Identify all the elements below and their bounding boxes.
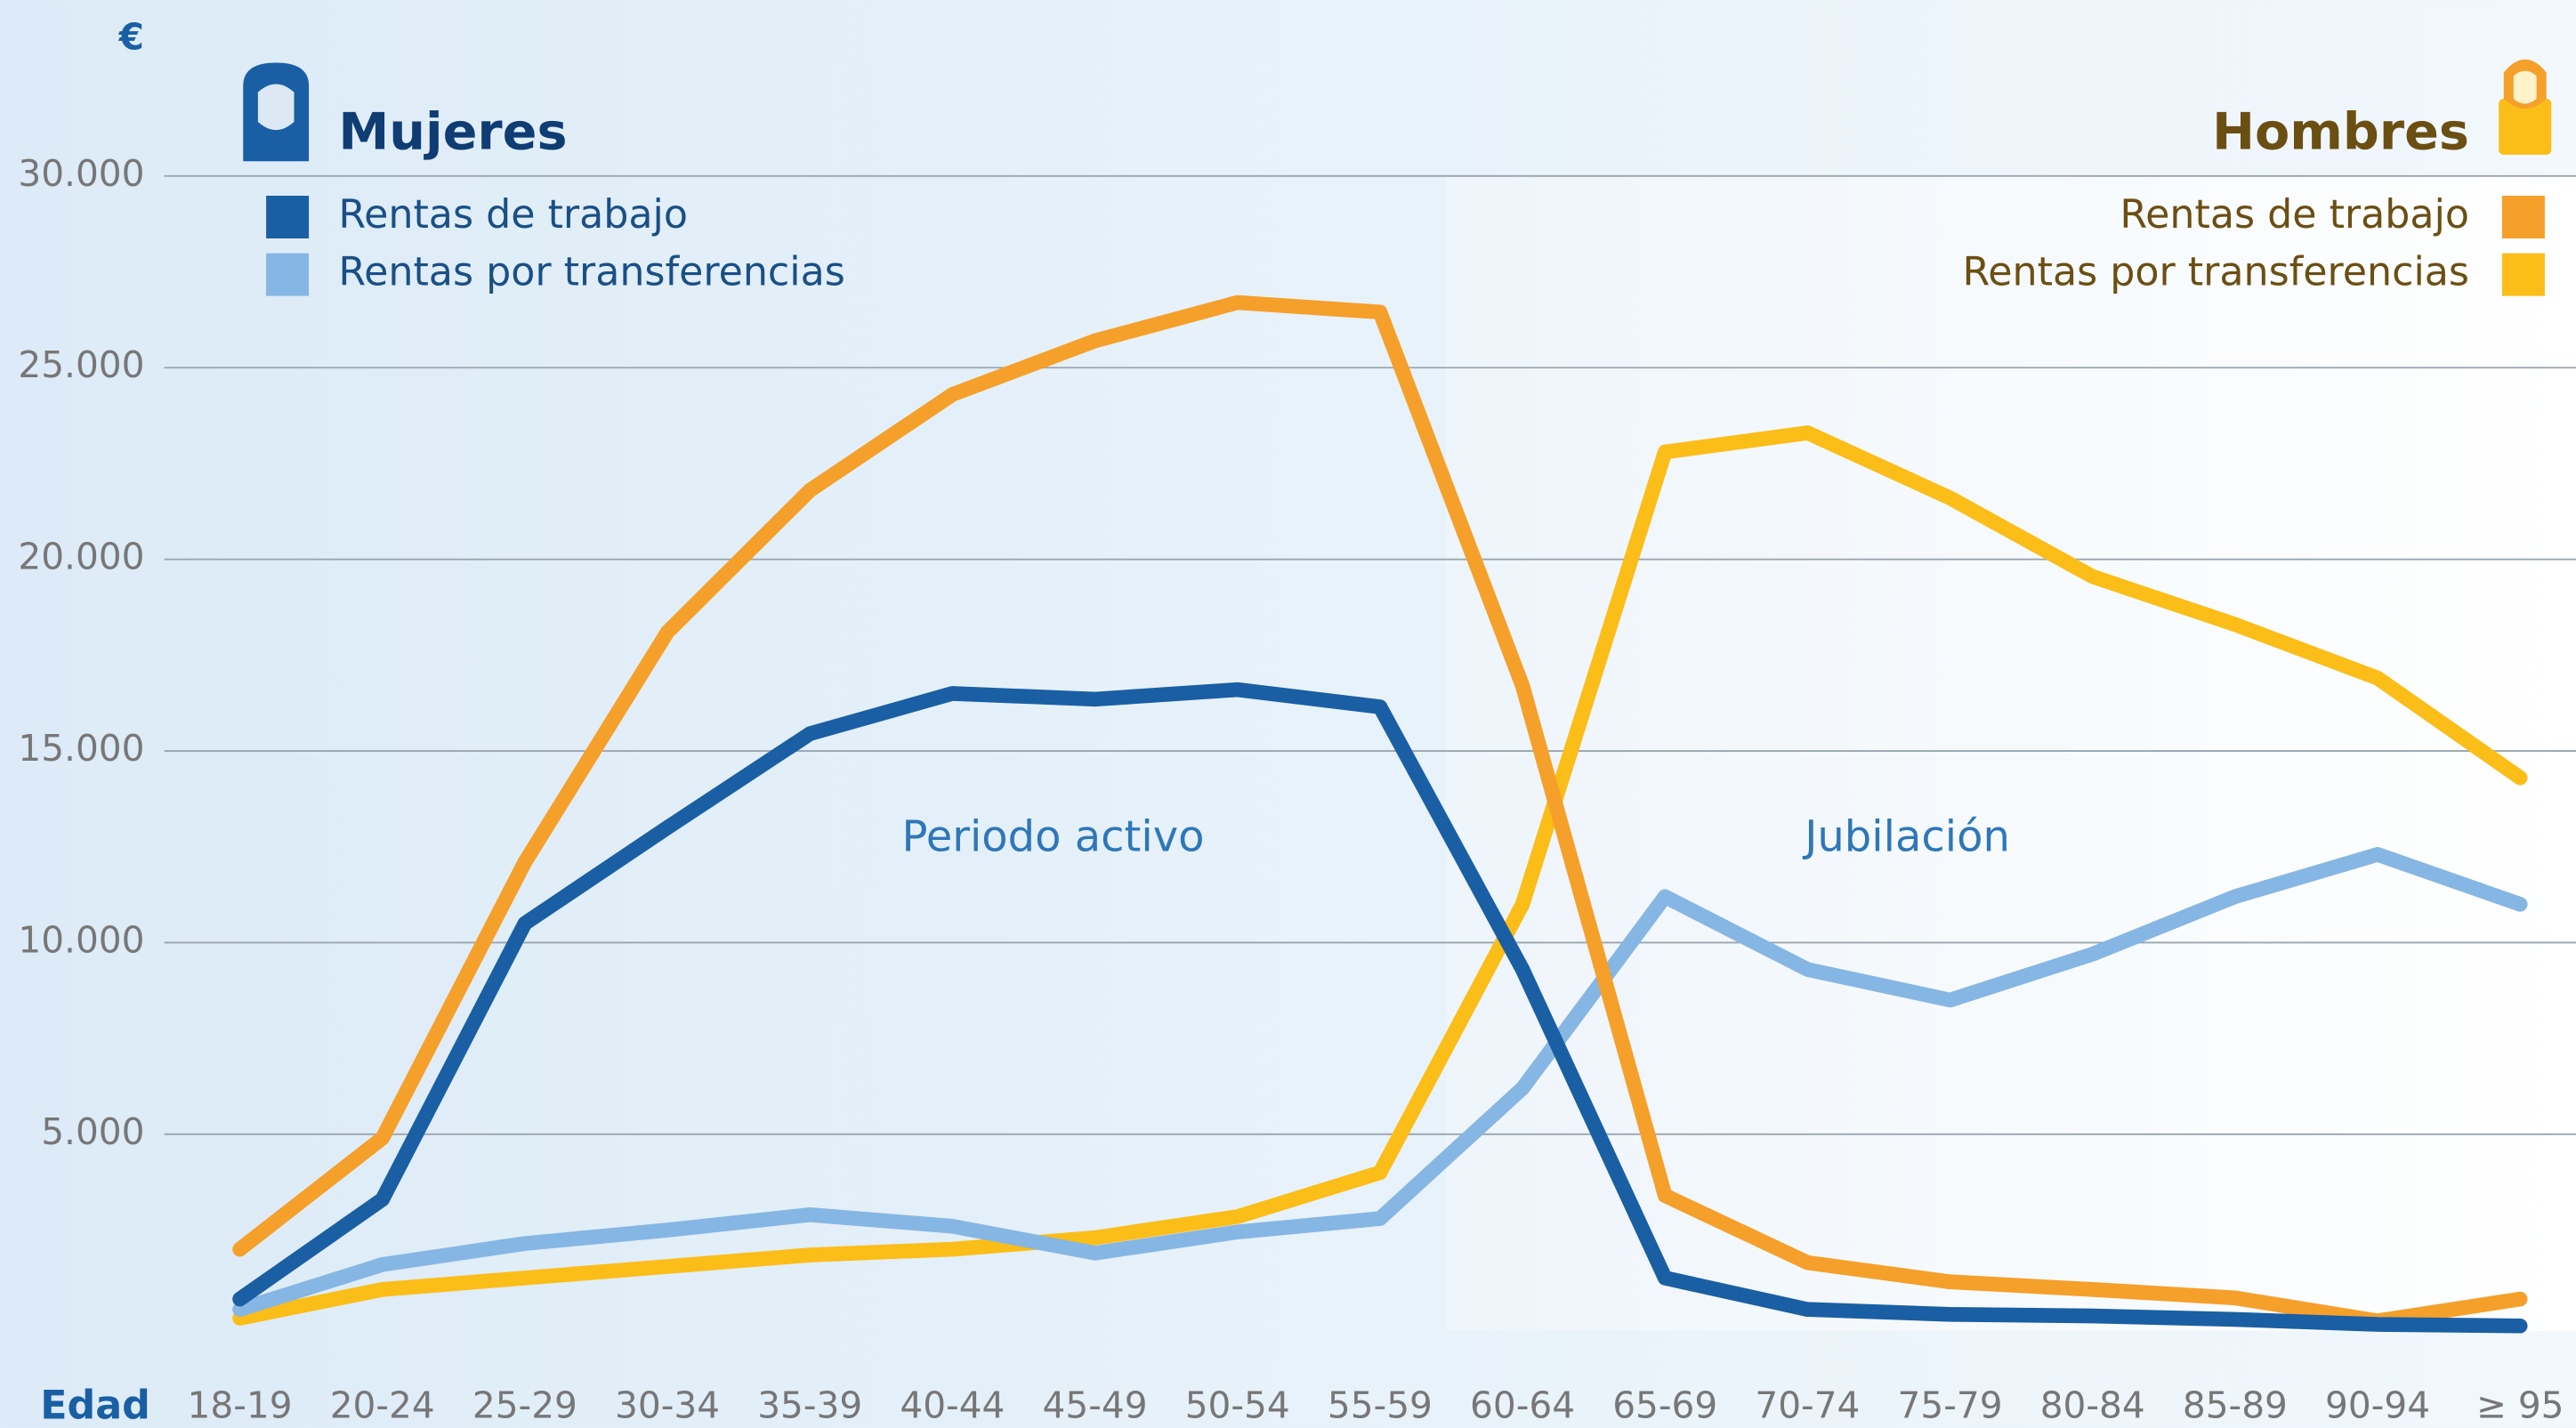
legend-label: Rentas de trabajo <box>2120 192 2469 238</box>
legend-label: Rentas de trabajo <box>338 192 688 238</box>
male-icon <box>2499 59 2552 155</box>
x-tick-label: 65-69 <box>1612 1384 1717 1427</box>
annotation: Periodo activo <box>901 812 1204 862</box>
legend-title: Mujeres <box>338 102 567 161</box>
x-tick-label: 75-79 <box>1898 1384 2003 1427</box>
x-tick-label: 35-39 <box>757 1384 862 1427</box>
line-series <box>232 682 2528 1334</box>
legend-swatch <box>2501 253 2545 296</box>
y-tick-label: 20.000 <box>18 536 144 578</box>
y-tick-label: 10.000 <box>18 918 144 961</box>
y-tick-label: 25.000 <box>18 343 144 386</box>
y-tick-label: 30.000 <box>18 152 144 195</box>
x-tick-label: 40-44 <box>900 1384 1005 1427</box>
x-tick-label: 20-24 <box>330 1384 435 1427</box>
x-tick-label: 45-49 <box>1043 1384 1148 1427</box>
line-series <box>232 847 2528 1318</box>
female-icon <box>243 62 310 162</box>
legend-label: Rentas por transferencias <box>1963 250 2469 295</box>
legend-label: Rentas por transferencias <box>338 250 844 295</box>
x-tick-label: 55-59 <box>1328 1384 1433 1427</box>
x-tick-label: 85-89 <box>2183 1384 2288 1427</box>
y-tick-label: 5.000 <box>41 1110 144 1153</box>
x-tick-label: 18-19 <box>188 1384 293 1427</box>
legend-swatch <box>2501 195 2545 238</box>
x-tick-label: 70-74 <box>1755 1384 1860 1427</box>
annotation: Jubilación <box>1802 812 2010 862</box>
y-unit: € <box>118 16 144 59</box>
legend-title: Hombres <box>2212 102 2469 161</box>
x-tick-label: 60-64 <box>1470 1384 1575 1427</box>
x-tick-label: ≥ 95 <box>2476 1384 2564 1427</box>
x-tick-label: 90-94 <box>2325 1384 2430 1427</box>
x-label: Edad <box>40 1384 150 1428</box>
legend-swatch <box>266 195 310 238</box>
x-tick-label: 30-34 <box>615 1384 720 1427</box>
y-tick-label: 15.000 <box>18 727 144 770</box>
legend-swatch <box>266 253 310 296</box>
line-series <box>232 294 2528 1328</box>
x-tick-label: 50-54 <box>1185 1384 1290 1427</box>
x-tick-label: 80-84 <box>2040 1384 2145 1427</box>
line-series <box>232 425 2528 1326</box>
x-tick-label: 25-29 <box>472 1384 577 1427</box>
